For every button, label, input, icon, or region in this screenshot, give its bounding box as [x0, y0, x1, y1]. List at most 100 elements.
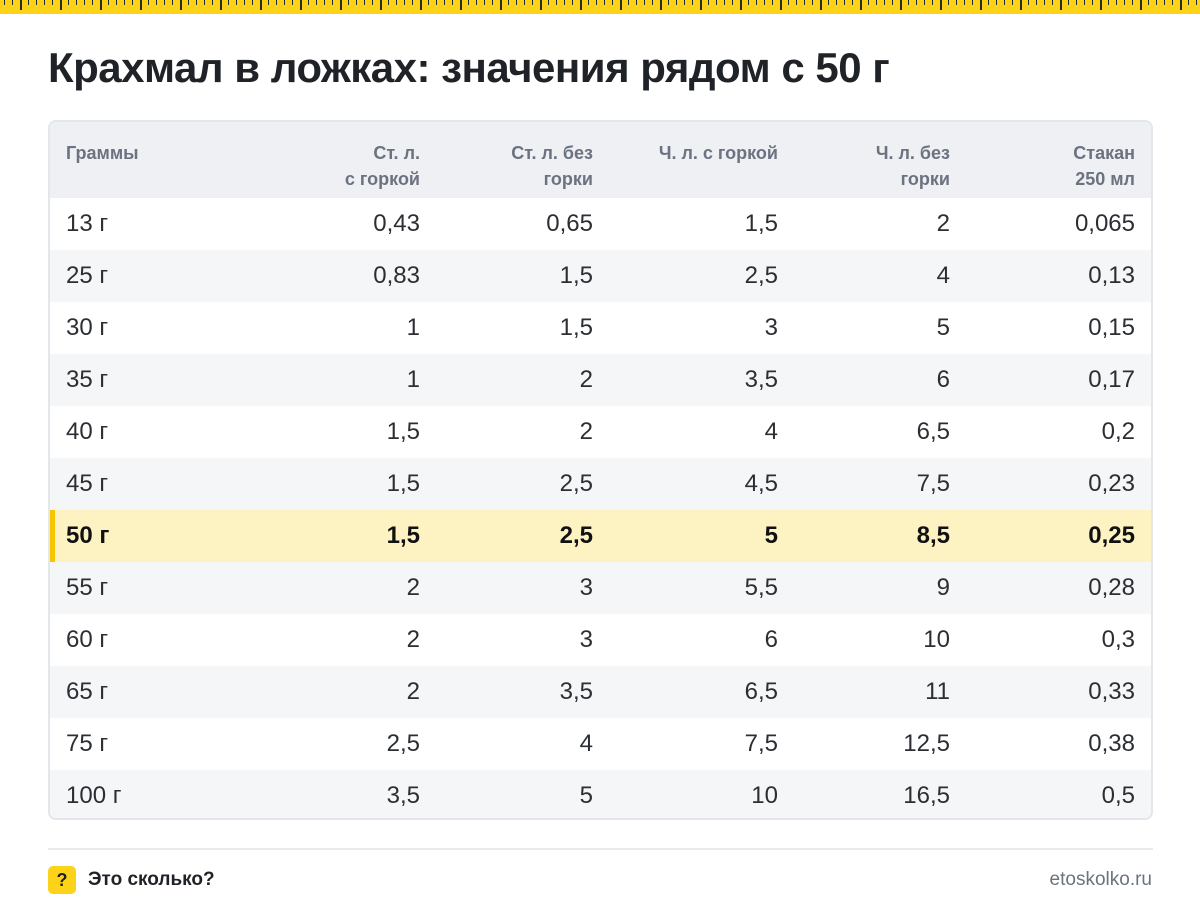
table-cell: 10: [923, 626, 950, 653]
table-cell: 0,3: [1101, 626, 1135, 653]
table-cell: 3,5: [559, 678, 593, 705]
table-cell: 11: [925, 678, 950, 705]
table-cell: 2,5: [386, 730, 420, 757]
table-cell: 0,83: [373, 262, 420, 289]
header-grams: Граммы: [66, 143, 139, 163]
table-body: 13 г 0,43 0,65 1,5 2 0,065 25 г 0,83 1,5 2,5 4 0,13…: [50, 198, 1151, 818]
table-cell: 12,5: [903, 730, 950, 757]
table-cell: 0,23: [1088, 470, 1135, 497]
table-cell: 30 г: [66, 314, 109, 341]
ruler-decoration: [0, 0, 1200, 14]
table-cell: 10: [751, 782, 778, 809]
header-tbsp-heaped: Ст. л. с горкой: [344, 143, 420, 189]
table-cell: 2: [579, 418, 593, 445]
table-cell: 5: [936, 314, 950, 341]
table-cell: 5: [579, 782, 593, 809]
question-badge-icon: ?: [48, 866, 76, 894]
table-cell: 4,5: [744, 470, 778, 497]
footer-brand: Это сколько?: [88, 869, 215, 890]
table-cell: 1,5: [559, 314, 593, 341]
table-row: 65 г 2 3,5 6,5 11 0,33: [50, 666, 1151, 718]
table-cell: 7,5: [744, 730, 778, 757]
table-cell: 0,28: [1088, 574, 1135, 601]
table-cell: 0,17: [1088, 366, 1135, 393]
table-cell: 5,5: [744, 574, 778, 601]
table-cell: 0,5: [1101, 782, 1135, 809]
table-cell: 0,25: [1088, 522, 1135, 549]
table-cell: 2,5: [559, 470, 593, 497]
table-cell: 25 г: [66, 262, 109, 289]
table-cell: 5: [764, 522, 778, 549]
table-row: 100 г 3,5 5 10 16,5 0,5: [50, 770, 1151, 818]
table-cell: 4: [764, 418, 778, 445]
footer-divider: [48, 848, 1153, 850]
conversion-table: Граммы Ст. л. с горкой Ст. л. без горки Ч.…: [50, 122, 1151, 818]
table-cell: 2: [406, 574, 420, 601]
table-row: 50 г 1,5 2,5 5 8,5 0,25: [50, 510, 1151, 562]
table-cell: 1,5: [744, 210, 778, 237]
table-cell: 65 г: [66, 678, 109, 705]
footer-url[interactable]: etoskolko.ru: [1049, 869, 1152, 890]
table-cell: 100 г: [66, 782, 122, 809]
table-row: 55 г 2 3 5,5 9 0,28: [50, 562, 1151, 614]
table-cell: 4: [579, 730, 593, 757]
table-cell: 3: [579, 626, 593, 653]
table-cell: 6,5: [744, 678, 778, 705]
table-row: 45 г 1,5 2,5 4,5 7,5 0,23: [50, 458, 1151, 510]
table-row: 60 г 2 3 6 10 0,3: [50, 614, 1151, 666]
table-cell: 45 г: [66, 470, 109, 497]
header-tbsp-level: Ст. л. без горки: [511, 143, 593, 189]
table-row: 25 г 0,83 1,5 2,5 4 0,13: [50, 250, 1151, 302]
table-header-row: Граммы Ст. л. с горкой Ст. л. без горки Ч.…: [50, 122, 1151, 198]
table-row: 40 г 1,5 2 4 6,5 0,2: [50, 406, 1151, 458]
table-cell: 55 г: [66, 574, 109, 601]
table-cell: 4: [936, 262, 950, 289]
table-row: 13 г 0,43 0,65 1,5 2 0,065: [50, 198, 1151, 250]
table-cell: 1: [406, 366, 420, 393]
table-cell: 2,5: [559, 522, 593, 549]
header-tsp-heaped: Ч. л. с горкой: [658, 143, 778, 163]
header-tsp-level: Ч. л. без горки: [875, 143, 950, 189]
page-title: Крахмал в ложках: значения рядом с 50 г: [48, 44, 890, 91]
table-cell: 40 г: [66, 418, 109, 445]
table-cell: 0,13: [1088, 262, 1135, 289]
table-cell: 3: [579, 574, 593, 601]
table-cell: 6: [936, 366, 950, 393]
table-cell: 3: [764, 314, 778, 341]
table-cell: 2: [406, 626, 420, 653]
table-cell: 50 г: [50, 510, 250, 562]
table-cell: 2,5: [744, 262, 778, 289]
table-cell: 13 г: [66, 210, 109, 237]
table-cell: 0,065: [1074, 210, 1135, 237]
table-row: 30 г 1 1,5 3 5 0,15: [50, 302, 1151, 354]
table-cell: 1,5: [386, 522, 420, 549]
table-cell: 7,5: [916, 470, 950, 497]
table-cell: 1,5: [559, 262, 593, 289]
table-cell: 16,5: [903, 782, 950, 809]
table-cell: 3,5: [744, 366, 778, 393]
table-row: 35 г 1 2 3,5 6 0,17: [50, 354, 1151, 406]
table-cell: 0,2: [1101, 418, 1135, 445]
conversion-table-card: Граммы Ст. л. с горкой Ст. л. без горки Ч.…: [48, 120, 1153, 820]
table-cell: 2: [406, 678, 420, 705]
table-cell: 75 г: [66, 730, 109, 757]
table-cell: 1: [406, 314, 420, 341]
table-cell: 2: [936, 210, 950, 237]
table-cell: 1,5: [386, 470, 420, 497]
table-cell: 6,5: [916, 418, 950, 445]
table-cell: 0,43: [373, 210, 420, 237]
table-cell: 60 г: [66, 626, 109, 653]
table-cell: 8,5: [916, 522, 950, 549]
table-cell: 1,5: [386, 418, 420, 445]
table-cell: 0,65: [546, 210, 593, 237]
table-cell: 35 г: [66, 366, 109, 393]
table-cell: 3,5: [386, 782, 420, 809]
table-cell: 0,33: [1088, 678, 1135, 705]
table-row: 75 г 2,5 4 7,5 12,5 0,38: [50, 718, 1151, 770]
table-cell: 6: [764, 626, 778, 653]
table-cell: 2: [579, 366, 593, 393]
table-cell: 9: [936, 574, 950, 601]
header-glass-250ml: Стакан 250 мл: [1073, 143, 1135, 189]
table-cell: 0,38: [1088, 730, 1135, 757]
table-cell: 0,15: [1088, 314, 1135, 341]
